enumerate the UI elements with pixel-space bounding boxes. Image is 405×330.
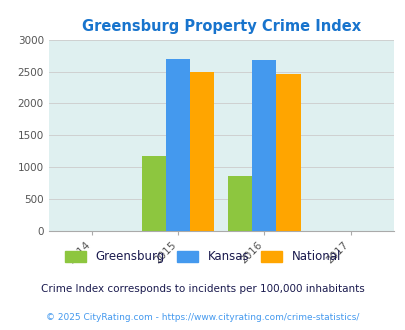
Bar bbox=[166, 59, 190, 231]
Text: © 2025 CityRating.com - https://www.cityrating.com/crime-statistics/: © 2025 CityRating.com - https://www.city… bbox=[46, 313, 359, 322]
Bar bbox=[252, 60, 276, 231]
Text: Crime Index corresponds to incidents per 100,000 inhabitants: Crime Index corresponds to incidents per… bbox=[41, 284, 364, 294]
Title: Greensburg Property Crime Index: Greensburg Property Crime Index bbox=[81, 19, 360, 34]
Legend: Greensburg, Kansas, National: Greensburg, Kansas, National bbox=[61, 247, 344, 267]
Bar bbox=[276, 74, 300, 231]
Bar bbox=[141, 156, 166, 231]
Bar bbox=[190, 72, 214, 231]
Bar bbox=[228, 176, 252, 231]
